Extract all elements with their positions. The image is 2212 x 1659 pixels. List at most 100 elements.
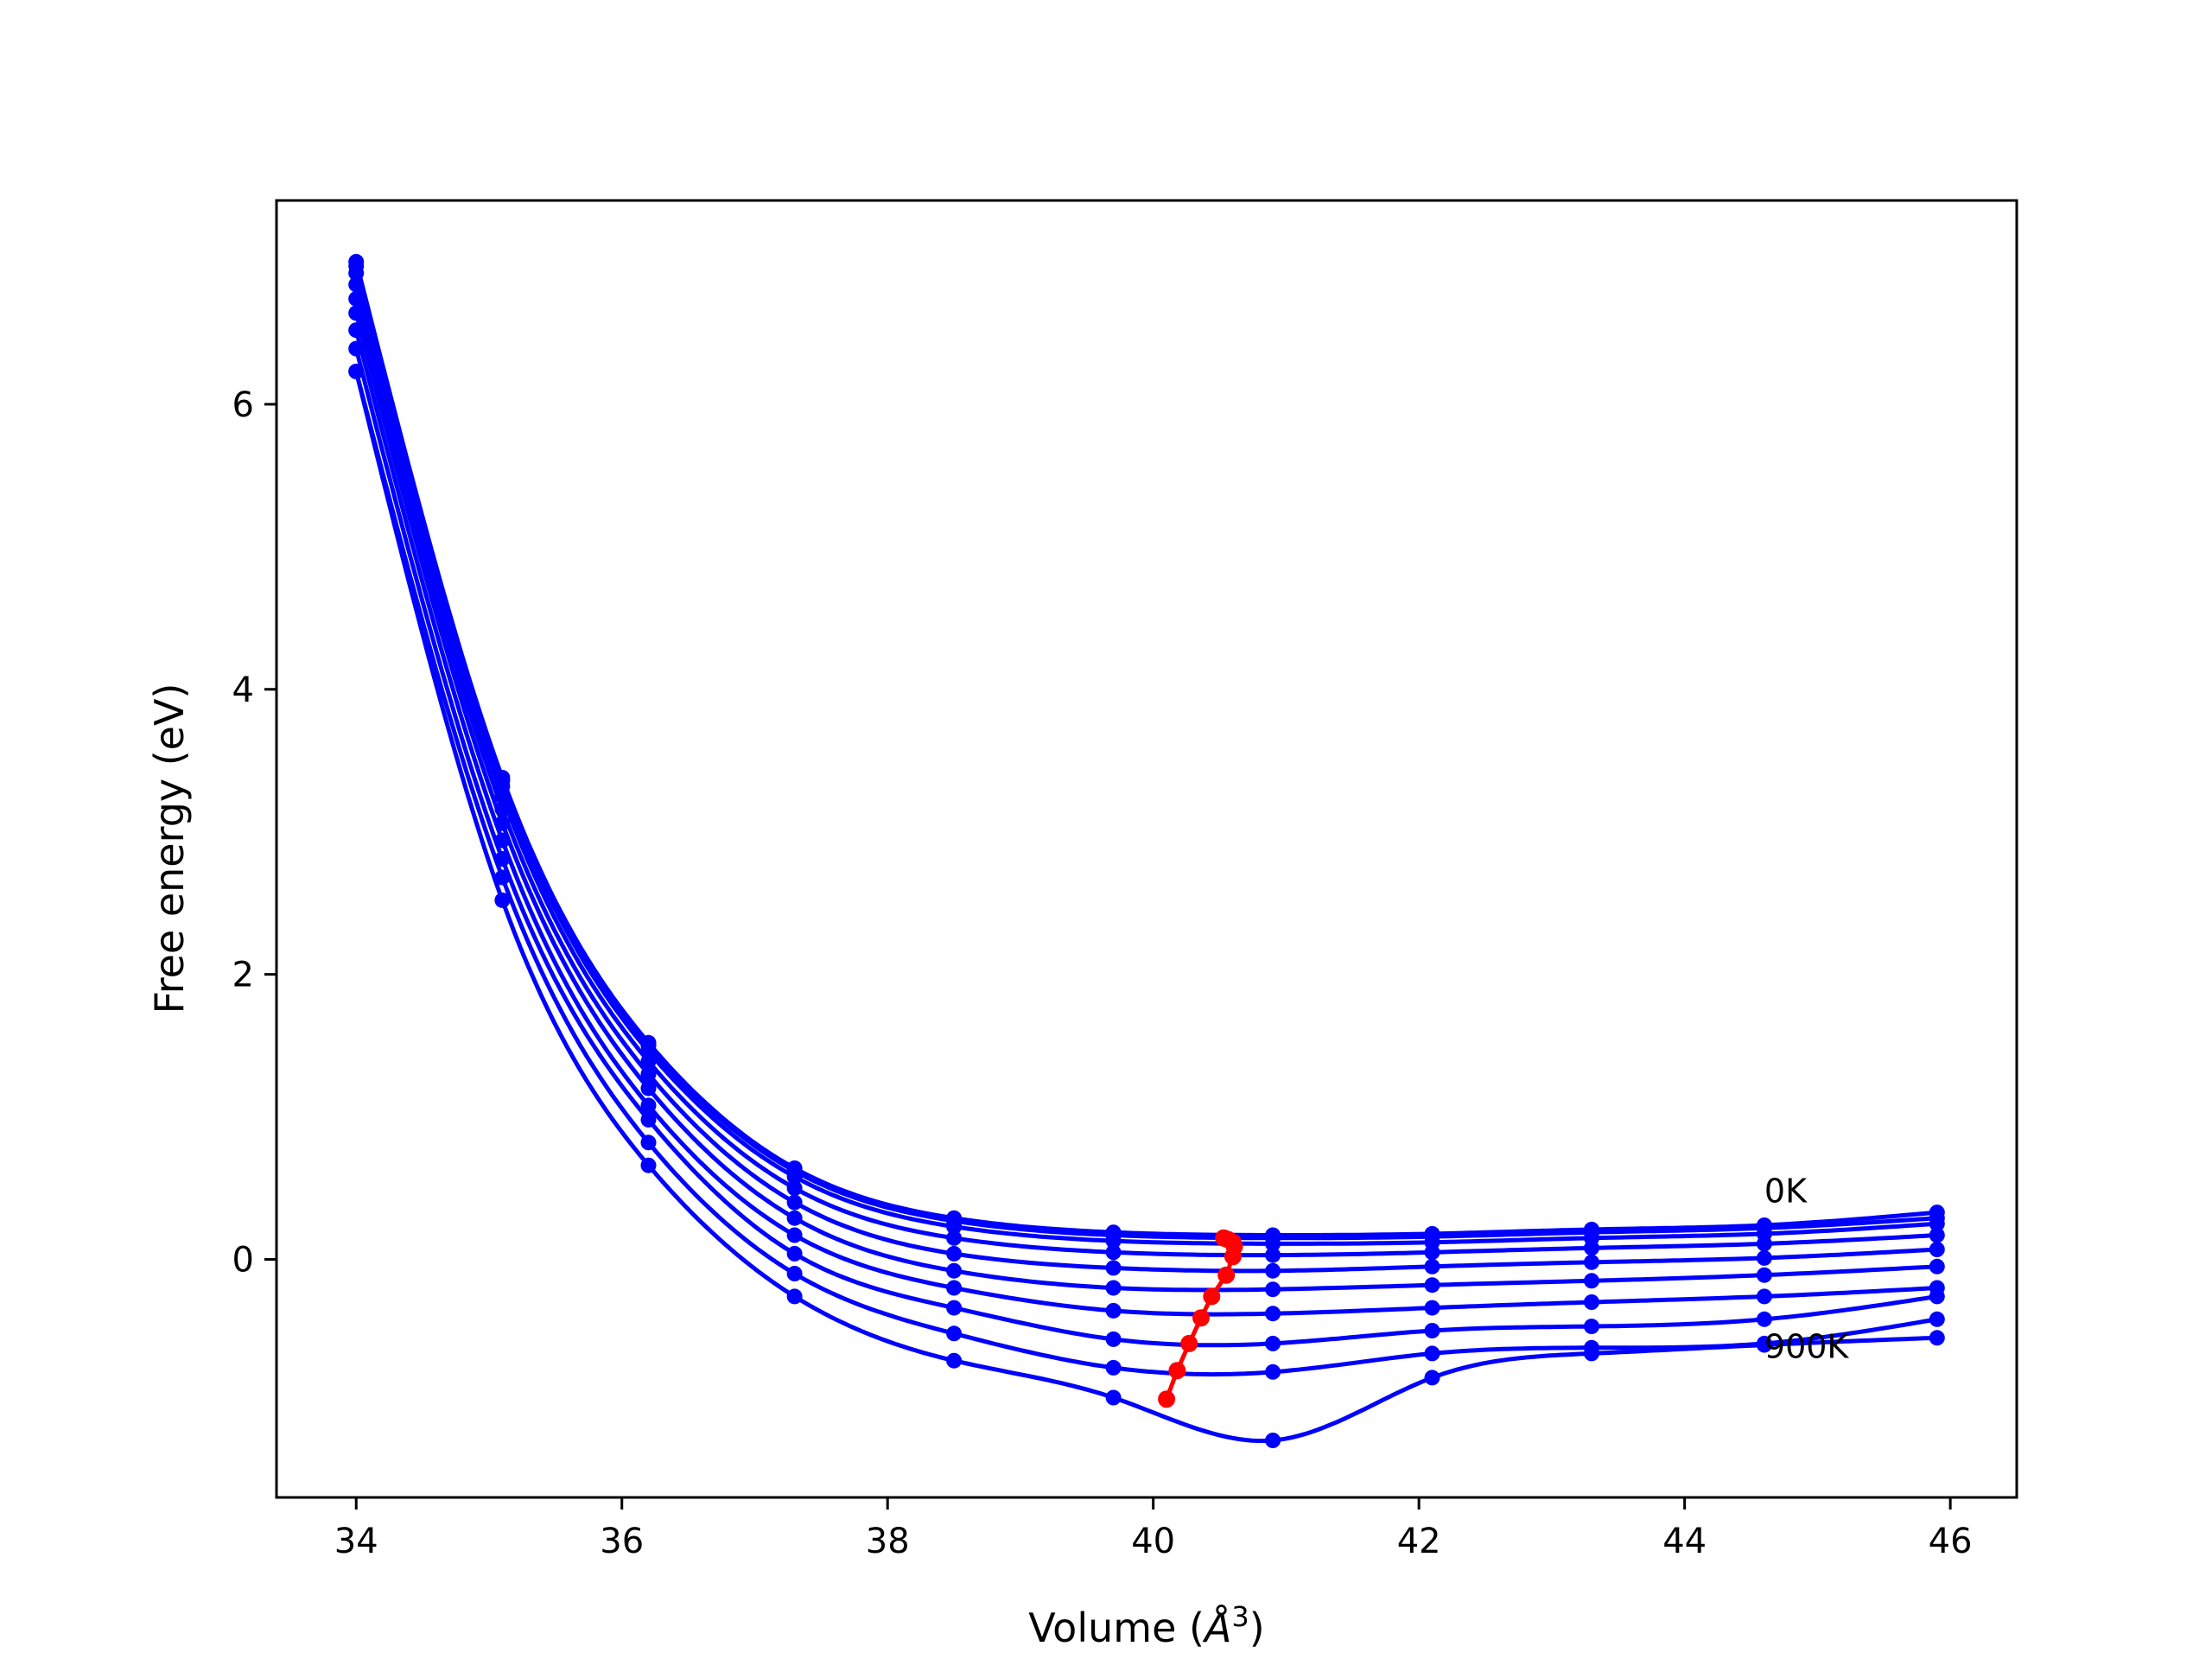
x-tick-label: 44 <box>1662 1522 1707 1561</box>
data-point <box>494 832 511 849</box>
y-axis-label: Free energy (eV) <box>146 683 193 1014</box>
data-point <box>946 1300 963 1316</box>
x-axis-ticks: 34 36 38 40 42 44 46 <box>334 1497 1973 1561</box>
data-point <box>1105 1244 1122 1261</box>
y-tick-label: 2 <box>232 956 254 995</box>
data-point <box>1424 1345 1440 1362</box>
data-point <box>1105 1280 1122 1296</box>
y-tick-label: 6 <box>232 385 254 425</box>
minimum-point <box>1192 1309 1210 1327</box>
data-point <box>1265 1335 1281 1351</box>
x-tick-label: 36 <box>600 1522 644 1561</box>
series-line-400K <box>353 298 1937 1274</box>
y-tick-label: 4 <box>232 671 254 710</box>
data-point <box>1756 1288 1772 1305</box>
data-point <box>1105 1302 1122 1319</box>
data-point <box>494 892 511 908</box>
x-tick-label: 38 <box>866 1522 910 1561</box>
data-point <box>1584 1345 1599 1362</box>
data-point <box>1929 1242 1945 1257</box>
minimum-point <box>1158 1390 1176 1408</box>
data-point <box>1584 1273 1599 1289</box>
data-point <box>1265 1262 1281 1279</box>
data-point <box>1105 1359 1122 1376</box>
data-point <box>348 290 365 307</box>
data-point <box>348 305 365 321</box>
data-point <box>1584 1294 1599 1310</box>
data-point <box>1424 1258 1440 1274</box>
series-line-100K <box>353 265 1937 1241</box>
data-point <box>1265 1433 1281 1448</box>
data-point <box>1105 1331 1122 1347</box>
data-point <box>494 801 511 817</box>
data-point <box>786 1194 803 1211</box>
data-point <box>786 1245 803 1262</box>
data-point <box>1424 1300 1440 1316</box>
data-point <box>640 1066 657 1083</box>
data-point <box>786 1227 803 1243</box>
data-point <box>1265 1363 1281 1380</box>
data-point <box>348 363 365 379</box>
plot-frame <box>275 199 2018 1499</box>
data-point <box>946 1262 963 1279</box>
data-point <box>1265 1281 1281 1298</box>
data-point <box>1265 1247 1281 1263</box>
data-point <box>1929 1330 1945 1346</box>
data-point <box>786 1266 803 1281</box>
x-tick-label: 46 <box>1929 1522 1973 1561</box>
data-point <box>348 322 365 339</box>
data-point <box>946 1352 963 1369</box>
data-point <box>1424 1244 1440 1261</box>
annotations: 0K 900K <box>1764 1173 1850 1366</box>
data-point <box>640 1111 657 1128</box>
data-point <box>946 1280 963 1296</box>
data-point <box>1105 1389 1122 1406</box>
minimum-point <box>1217 1266 1236 1284</box>
data-point <box>494 869 511 886</box>
data-point <box>946 1230 963 1246</box>
series-line-900K <box>353 371 1937 1443</box>
data-point <box>1756 1337 1772 1353</box>
data-point <box>640 1157 657 1173</box>
data-point <box>786 1288 803 1305</box>
minima-path <box>1158 1229 1243 1408</box>
data-point <box>1756 1236 1772 1252</box>
minimum-point <box>1203 1287 1221 1306</box>
series-line-800K <box>353 371 1938 1377</box>
data-point <box>1584 1240 1599 1256</box>
data-point <box>640 1135 657 1151</box>
data-point <box>1929 1227 1945 1243</box>
x-tick-label: 40 <box>1131 1522 1175 1561</box>
minimum-point <box>1168 1362 1186 1380</box>
data-point <box>1929 1311 1945 1327</box>
series-line-300K <box>353 283 1937 1258</box>
x-axis-label: Volume (Å3) <box>1028 1600 1264 1651</box>
x-tick-label: 34 <box>334 1522 378 1561</box>
data-point <box>1105 1260 1122 1276</box>
data-point <box>1265 1306 1281 1322</box>
data-point <box>640 1080 657 1096</box>
data-points <box>348 253 1945 1448</box>
data-point <box>494 788 511 804</box>
temperature-annotation: 0K <box>1764 1173 1808 1211</box>
data-point <box>1929 1288 1945 1305</box>
data-point <box>946 1325 963 1342</box>
data-point <box>1756 1249 1772 1266</box>
data-point <box>946 1218 963 1235</box>
data-point <box>348 265 365 282</box>
data-point <box>1929 1216 1945 1232</box>
y-axis-ticks: 0 2 4 6 <box>232 385 276 1281</box>
series-line-200K <box>353 272 1937 1246</box>
minimum-point <box>1180 1334 1198 1352</box>
data-point <box>786 1210 803 1226</box>
x-tick-label: 42 <box>1397 1522 1441 1561</box>
data-point <box>1584 1319 1599 1335</box>
series-line-500K <box>353 312 1937 1293</box>
data-point <box>1756 1311 1772 1327</box>
data-point <box>786 1180 803 1197</box>
series-line-700K <box>353 347 1938 1348</box>
data-point <box>1265 1236 1281 1252</box>
y-tick-label: 0 <box>232 1241 254 1281</box>
data-point <box>348 340 365 357</box>
